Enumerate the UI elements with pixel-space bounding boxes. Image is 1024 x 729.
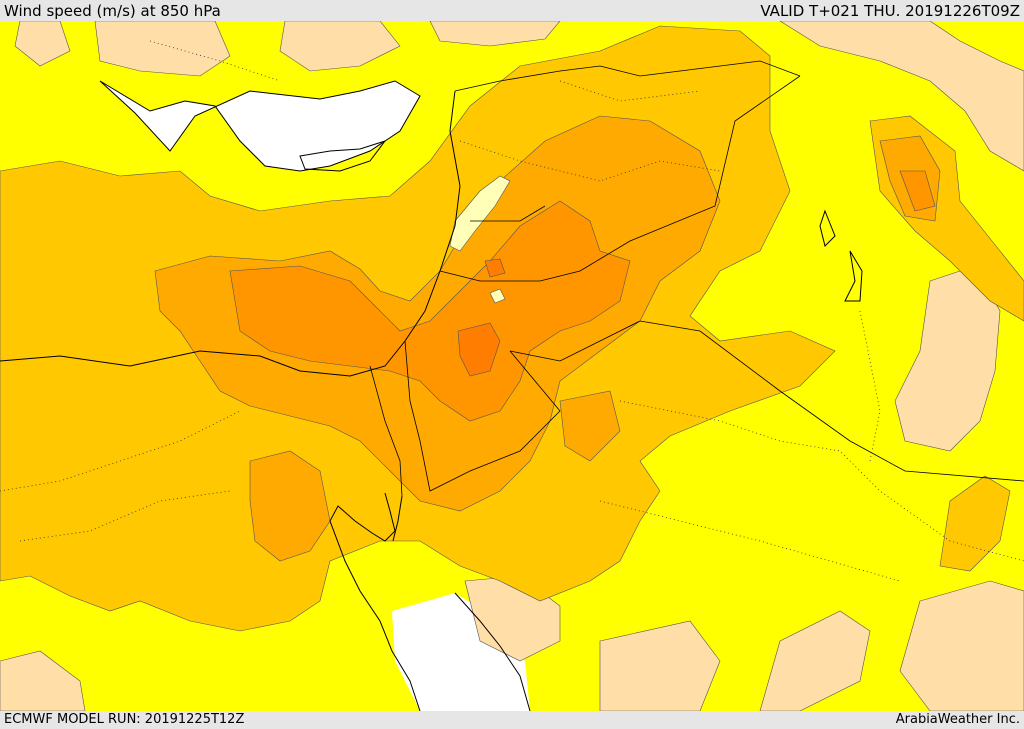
credit: ArabiaWeather Inc. — [895, 712, 1020, 727]
header-bar: Wind speed (m/s) at 850 hPa VALID T+021 … — [0, 0, 1024, 21]
dotted-boundaries — [0, 40, 1024, 582]
wind-band-light — [449, 175, 511, 304]
sea-mediterranean-north — [100, 81, 420, 171]
wind-speed-map[interactable] — [0, 21, 1024, 711]
country-borders — [369, 60, 1024, 497]
map-title: Wind speed (m/s) at 850 hPa — [4, 2, 221, 20]
coastlines — [0, 80, 863, 711]
model-run: ECMWF MODEL RUN: 20191225T12Z — [4, 712, 245, 727]
valid-time: VALID T+021 THU. 20191226T09Z — [760, 2, 1020, 20]
wind-band-5 — [457, 258, 506, 377]
footer-bar: ECMWF MODEL RUN: 20191225T12Z ArabiaWeat… — [0, 711, 1024, 729]
